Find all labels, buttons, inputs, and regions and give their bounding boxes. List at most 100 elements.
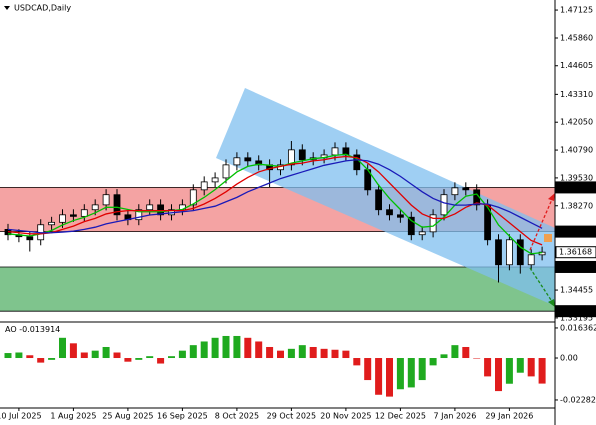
ao-bar xyxy=(495,358,502,392)
y-tick-label: 1.38270 xyxy=(560,201,593,210)
ao-bar xyxy=(473,358,481,359)
ao-bar xyxy=(320,348,328,359)
candle-body xyxy=(189,189,197,206)
x-tick-label: 10 Jul 2025 xyxy=(0,412,42,421)
ao-bar xyxy=(266,346,274,359)
candle-body xyxy=(59,214,66,223)
y-tick-label: 1.45860 xyxy=(560,34,593,43)
x-tick-label: 12 Dec 2025 xyxy=(375,412,426,421)
moving-average xyxy=(7,155,543,246)
indicator-value: -0.013914 xyxy=(19,325,60,334)
ao-bar xyxy=(69,343,77,359)
price-label: 1.36168 xyxy=(559,248,592,257)
ao-bar xyxy=(15,352,23,359)
ao-bar xyxy=(386,358,393,397)
candle-body xyxy=(375,189,383,211)
trend-channel xyxy=(216,88,555,306)
ao-bar xyxy=(440,354,448,359)
candle-body xyxy=(135,209,143,221)
price-label-box xyxy=(555,305,596,318)
candle-body xyxy=(113,194,121,216)
y-tick-label: 1.44605 xyxy=(560,61,593,70)
ao-bar xyxy=(91,350,99,359)
ao-bar xyxy=(364,358,372,381)
menu-arrow xyxy=(4,6,10,10)
candle-body xyxy=(222,164,230,179)
x-tick-label: 25 Aug 2025 xyxy=(102,412,153,421)
price-label: 1.33500 xyxy=(559,307,592,316)
ao-bar xyxy=(407,358,415,388)
ao-bar xyxy=(505,358,513,384)
candle-body xyxy=(331,147,339,156)
ao-bar xyxy=(353,358,361,366)
y-tick-label: 0.016362 xyxy=(560,323,596,332)
up-arrow-head xyxy=(548,193,555,201)
ao-bar xyxy=(135,358,143,360)
x-tick-label: 7 Jan 2026 xyxy=(433,412,476,421)
ao-bar xyxy=(538,358,546,384)
y-tick-label: 1.43310 xyxy=(560,90,593,99)
moving-average xyxy=(7,159,543,234)
price-label-box xyxy=(555,260,596,273)
y-tick-label: -0.022825 xyxy=(560,395,596,404)
ao-bar xyxy=(146,356,154,359)
ao-bar xyxy=(484,358,492,377)
ao-bar xyxy=(396,358,404,390)
ao-bar xyxy=(48,358,56,360)
price-label-box xyxy=(555,181,596,194)
candle-body xyxy=(462,187,470,191)
marker xyxy=(544,234,552,242)
candle-body xyxy=(386,209,393,216)
ao-bar xyxy=(277,350,284,359)
candle-body xyxy=(80,209,88,217)
ao-bar xyxy=(113,352,121,359)
candle-body xyxy=(102,194,110,206)
candle-body xyxy=(200,181,208,191)
ao-bar xyxy=(233,335,241,359)
y-tick-label: 1.40790 xyxy=(560,146,593,155)
ao-bar xyxy=(4,353,12,359)
support-zone xyxy=(0,266,555,312)
y-tick-label: 1.42050 xyxy=(560,118,593,127)
ao-bar xyxy=(26,355,34,359)
candle-body xyxy=(26,236,34,241)
ao-bar xyxy=(298,345,306,359)
axis: 1.47125 1.45860 1.44605 1.43310 1.42050 1.407… xyxy=(0,6,596,421)
candle-body xyxy=(244,157,252,162)
ao-bar xyxy=(59,337,66,359)
y-tick-label: 1.47125 xyxy=(560,6,593,15)
candle-body xyxy=(516,239,524,266)
indicator-name: AO xyxy=(5,325,17,334)
down-arrow xyxy=(529,267,554,304)
candle-body xyxy=(233,157,241,166)
candle-body xyxy=(70,214,77,217)
price-label: 1.37100 xyxy=(559,227,592,236)
ao-bar xyxy=(451,345,459,359)
candle-body xyxy=(146,204,154,211)
price-label: 1.35500 xyxy=(559,262,592,271)
ao-bar xyxy=(244,337,252,359)
down-arrow-head xyxy=(548,299,555,307)
price-label-box xyxy=(555,246,596,259)
chart-title: USDCAD,Daily xyxy=(14,4,71,13)
ao-bar xyxy=(222,335,230,359)
ao-bar xyxy=(342,350,350,359)
x-tick-label: 16 Sep 2025 xyxy=(157,412,208,421)
price-label-box xyxy=(555,225,596,238)
candle-body xyxy=(451,187,459,196)
y-tick-label: 1.33195 xyxy=(560,313,593,322)
ao-bar xyxy=(200,341,208,359)
ao-bar xyxy=(287,348,295,359)
ao-bar xyxy=(309,346,317,359)
candle-body xyxy=(157,204,165,216)
x-tick-label: 1 Aug 2025 xyxy=(50,412,96,421)
candle-body xyxy=(495,239,502,266)
y-tick-label: 1.34455 xyxy=(560,286,593,295)
candle-body xyxy=(396,214,404,218)
x-tick-label: 29 Jan 2026 xyxy=(485,412,533,421)
ao-bar xyxy=(331,349,339,359)
x-tick-label: 20 Nov 2025 xyxy=(320,412,371,421)
ao-bar xyxy=(178,350,186,359)
